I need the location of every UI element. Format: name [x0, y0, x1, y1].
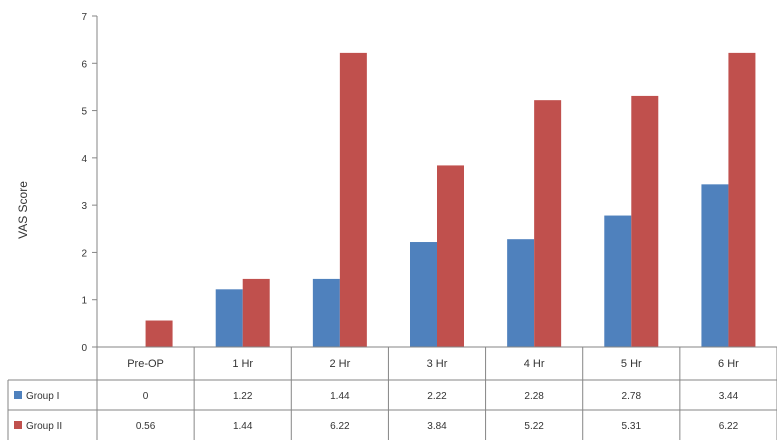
table-value-group-i-2: 1.44: [330, 391, 350, 402]
y-tick-label-6: 6: [81, 59, 87, 70]
y-tick-label-7: 7: [81, 12, 87, 23]
y-tick-label-2: 2: [81, 248, 87, 259]
y-tick-label-0: 0: [81, 343, 87, 354]
table-value-group-i-0: 0: [143, 391, 149, 402]
table-value-group-ii-4: 5.22: [524, 421, 544, 432]
bar-group-i-6: [701, 184, 729, 347]
table-value-group-ii-5: 5.31: [622, 421, 642, 432]
legend-label-group-i: Group I: [26, 391, 59, 402]
bar-group-ii-3: [437, 165, 464, 347]
bar-group-i-5: [604, 215, 632, 347]
table-value-group-ii-2: 6.22: [330, 421, 350, 432]
x-category-label-3: 3 Hr: [427, 358, 448, 370]
table-value-group-i-6: 3.44: [719, 391, 739, 402]
y-tick-label-1: 1: [81, 296, 87, 307]
legend-key-group-i: [14, 391, 22, 399]
bar-group-ii-2: [339, 52, 367, 347]
table-value-group-ii-1: 1.44: [233, 421, 253, 432]
bar-group-i-2: [312, 278, 340, 347]
table-value-group-i-5: 2.78: [622, 391, 642, 402]
x-category-label-5: 5 Hr: [621, 358, 642, 370]
bar-group-ii-5: [631, 95, 659, 347]
legend-key-group-ii: [14, 421, 22, 429]
x-category-label-1: 1 Hr: [232, 358, 253, 370]
bar-group-i-3: [410, 242, 437, 347]
bar-group-ii-4: [534, 100, 562, 347]
x-category-label-2: 2 Hr: [329, 358, 350, 370]
y-tick-label-5: 5: [81, 107, 87, 118]
bar-group-i-1: [215, 289, 243, 347]
bar-group-ii-1: [242, 278, 270, 347]
x-category-label-4: 4 Hr: [524, 358, 545, 370]
legend-label-group-ii: Group II: [26, 421, 62, 432]
x-category-label-0: Pre-OP: [127, 358, 164, 370]
table-value-group-ii-0: 0.56: [136, 421, 156, 432]
table-value-group-i-3: 2.22: [427, 391, 447, 402]
bar-group-i-4: [507, 239, 535, 347]
y-tick-label-3: 3: [81, 201, 87, 212]
table-value-group-ii-6: 6.22: [719, 421, 739, 432]
x-category-label-6: 6 Hr: [718, 358, 739, 370]
y-tick-label-4: 4: [81, 154, 87, 165]
table-value-group-i-4: 2.28: [524, 391, 544, 402]
table-value-group-i-1: 1.22: [233, 391, 253, 402]
bar-group-ii-0: [145, 320, 173, 347]
bar-group-ii-6: [728, 52, 756, 347]
table-value-group-ii-3: 3.84: [427, 421, 447, 432]
